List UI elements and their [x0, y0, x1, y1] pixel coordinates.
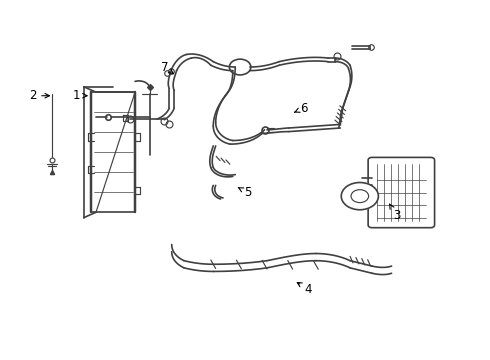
- Text: 7: 7: [161, 60, 173, 74]
- Text: 5: 5: [238, 186, 251, 199]
- Circle shape: [341, 183, 378, 210]
- Text: 2: 2: [29, 89, 49, 102]
- Text: 3: 3: [390, 204, 400, 222]
- Text: 6: 6: [294, 102, 307, 115]
- FancyBboxPatch shape: [368, 157, 435, 228]
- Circle shape: [351, 190, 368, 203]
- Text: 4: 4: [297, 283, 312, 296]
- Text: 1: 1: [73, 89, 87, 102]
